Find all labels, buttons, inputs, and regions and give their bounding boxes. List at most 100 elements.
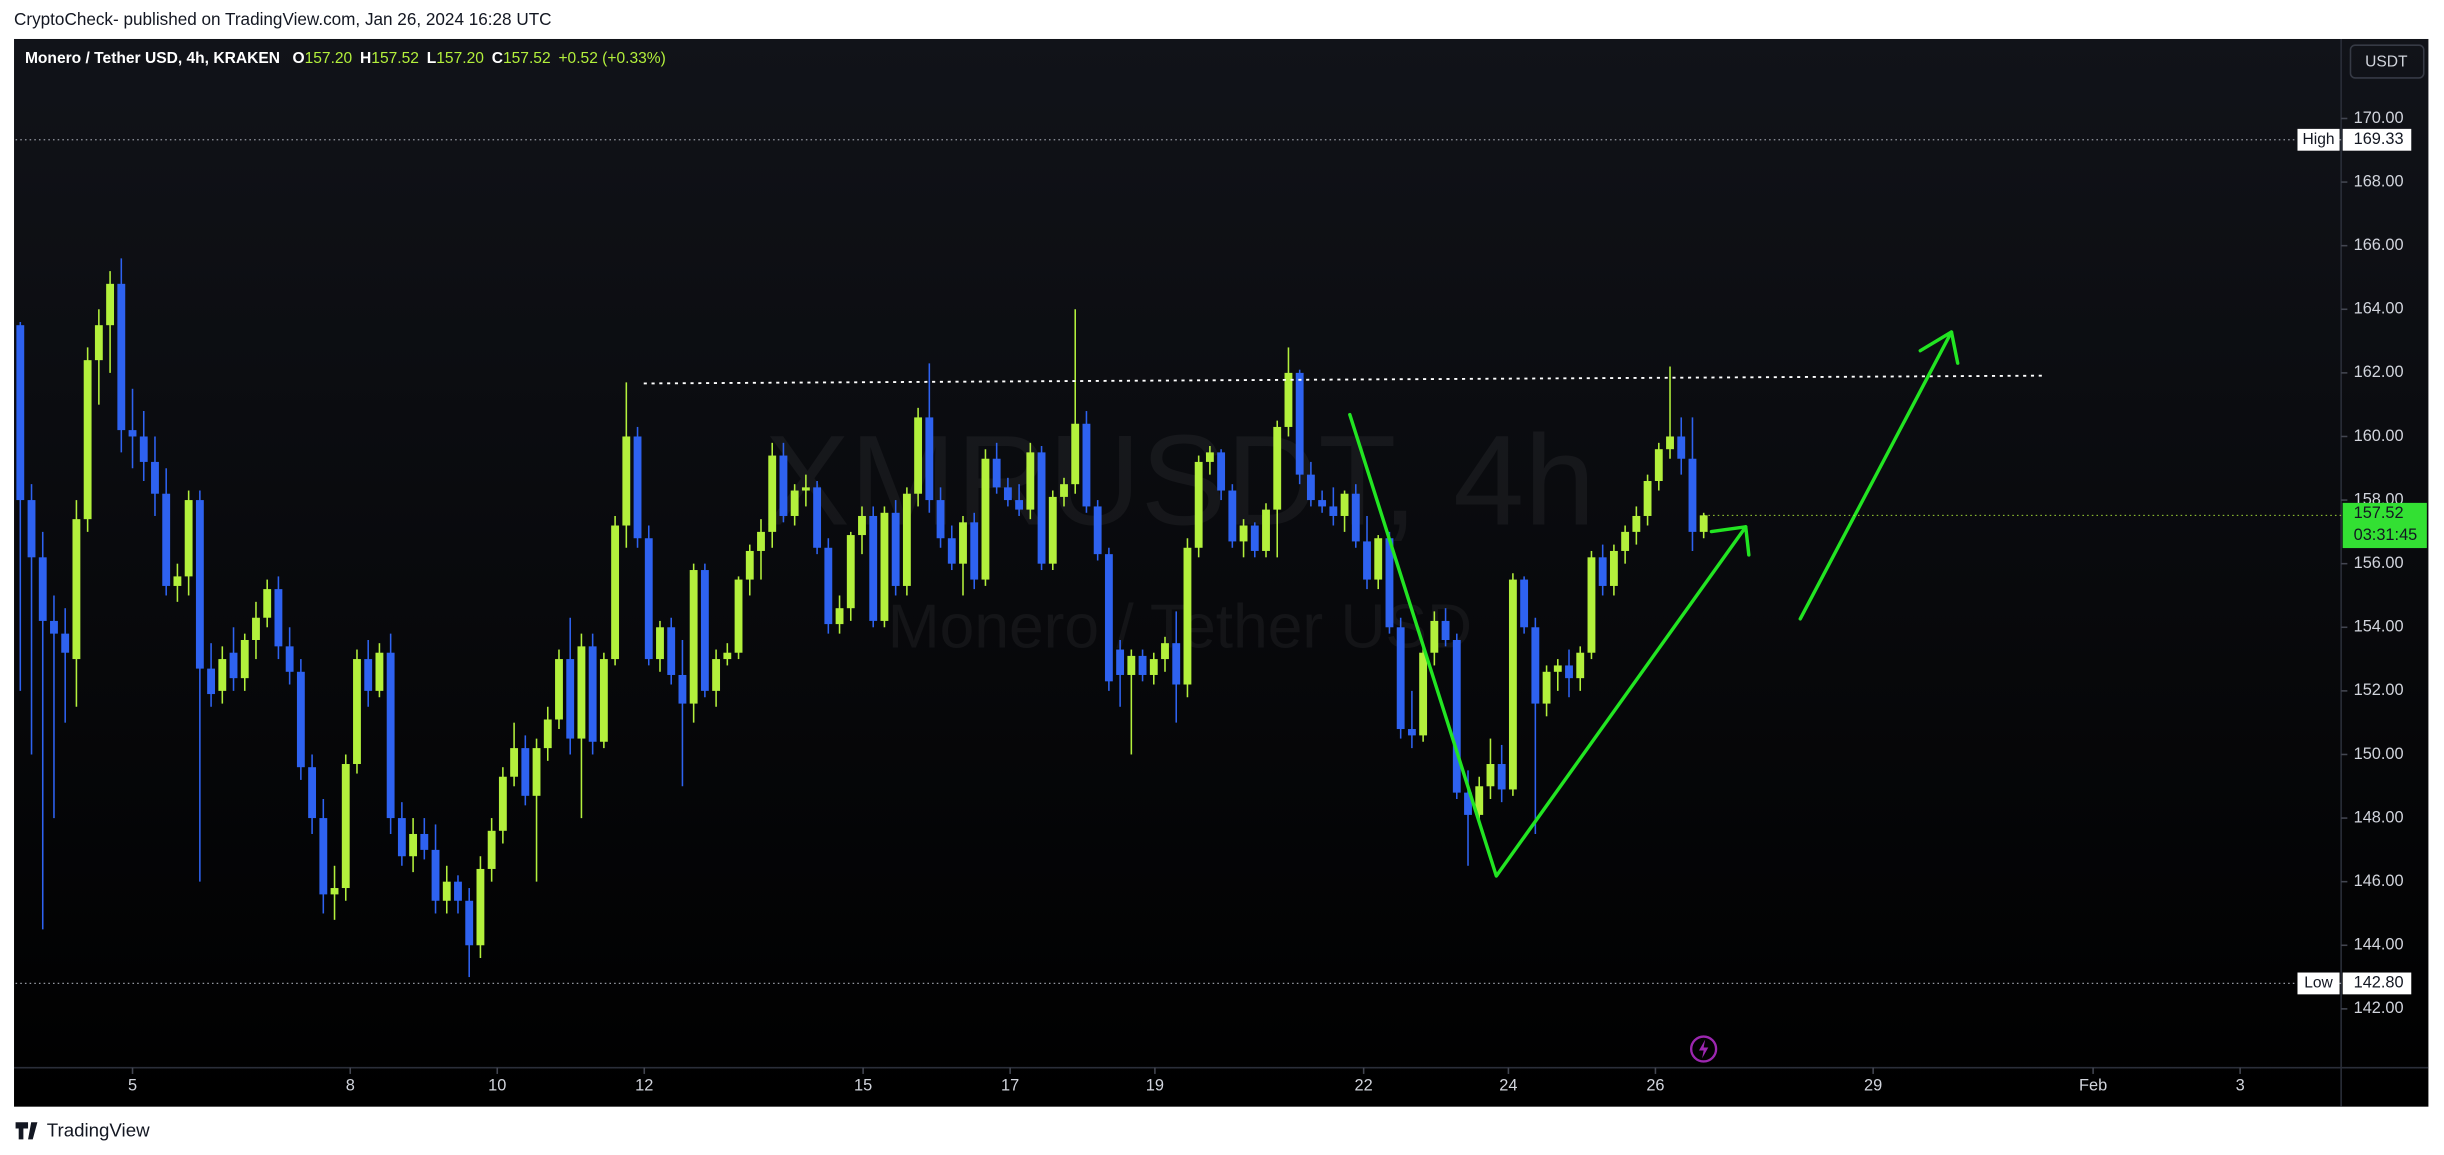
legend-value: 157.52 [503,50,551,67]
candle-body [364,659,373,691]
candle-body [1553,665,1562,672]
candle-body [420,833,429,850]
low-value-box [2342,972,2412,995]
candle-body [465,900,474,946]
candle-body [902,493,911,586]
candle-body [1464,792,1472,815]
candle-body [678,674,687,704]
candle-body [914,417,923,494]
candle-body [622,436,631,526]
countdown: 03:31:45 [2354,526,2418,544]
candle-body [1531,627,1540,704]
y-tick-label: 164.00 [2354,300,2404,318]
currency-label[interactable]: USDT [2365,53,2408,70]
candle-body [1699,515,1708,532]
candle-body [790,490,799,516]
candle-body [1419,652,1428,736]
candle-body [1385,538,1394,628]
y-tick-label: 148.00 [2354,808,2404,826]
x-tick-label: 10 [488,1077,506,1095]
candle-body [476,868,485,946]
candle-body [543,719,552,749]
candle-body [970,522,979,580]
candle-body [1452,639,1461,793]
legend-key: O [292,50,304,67]
candle-body [409,833,418,857]
candle-body [1205,452,1214,462]
candle-body [981,458,990,580]
footer-logo: TradingView [15,1120,150,1141]
candle-body [1273,426,1282,510]
candle-body [173,576,182,586]
alert-circle[interactable] [1689,1035,1718,1063]
candle-body [1542,671,1551,704]
x-tick-label: 8 [346,1077,355,1095]
candle-body [1149,659,1158,675]
candle-body [1194,461,1203,548]
candle-body [218,659,227,691]
candle-body [1217,452,1226,491]
projection-arrow [1798,330,1954,621]
candle-body [667,627,676,675]
x-tick-label: 3 [2236,1077,2245,1095]
x-tick-label: 24 [1499,1077,1517,1095]
y-tick-label: 168.00 [2354,172,2404,190]
candle-body [72,519,81,660]
candle-body [1340,493,1349,516]
x-tick-label: 26 [1646,1077,1664,1095]
candle-body [1138,655,1147,675]
candle-body [1520,579,1529,628]
candle-body [1587,557,1596,653]
candle-body [50,620,58,634]
candle-body [296,671,305,768]
arrow-head [1918,330,1960,365]
candle-body [1475,786,1484,815]
candle-body [599,659,608,742]
candle-body [1666,436,1674,450]
chart-background [14,38,2429,1107]
candle-body [263,589,272,618]
candle-body [1093,506,1102,555]
candle-body [768,455,777,532]
candle-body [1262,509,1270,551]
candle-body [1654,449,1663,481]
candle-body [16,325,25,501]
alert-bolt[interactable] [1698,1039,1709,1059]
currency-button[interactable] [2349,44,2425,79]
x-tick-label: Feb [2079,1077,2107,1095]
candle-body [252,617,260,640]
candle-body [1396,627,1405,730]
candle-body [285,646,294,672]
candle-body [1441,620,1450,640]
candle-body [824,547,833,625]
candle-body [1127,655,1136,675]
candle-body [330,888,339,895]
watermark-symbol: XMRUSDT, 4h [764,410,1595,553]
candle-body [319,818,328,895]
candle-body [1015,500,1024,510]
last-price: 157.52 [2354,504,2404,522]
y-tick-label: 152.00 [2354,681,2404,699]
candle-body [1565,665,1573,679]
candle-body [532,748,541,796]
legend-key: H [360,50,371,67]
candle-body [61,633,70,653]
candle-body [1374,538,1383,580]
candle-body [1183,547,1192,685]
candle-body [1306,474,1315,501]
x-tick-label: 29 [1864,1077,1882,1095]
high-tag-box [2297,128,2340,151]
candle-body [162,493,171,586]
candle-body [1407,729,1416,736]
candle-body [1239,525,1248,542]
candle-body [1576,652,1585,679]
candle-body [1071,423,1080,485]
footer-text: TradingView [47,1120,150,1141]
candle-body [1228,490,1237,542]
candle-body [1104,554,1113,682]
candle-body [1329,506,1338,516]
candle-body [611,525,620,660]
alert-icon[interactable] [1689,1035,1718,1063]
